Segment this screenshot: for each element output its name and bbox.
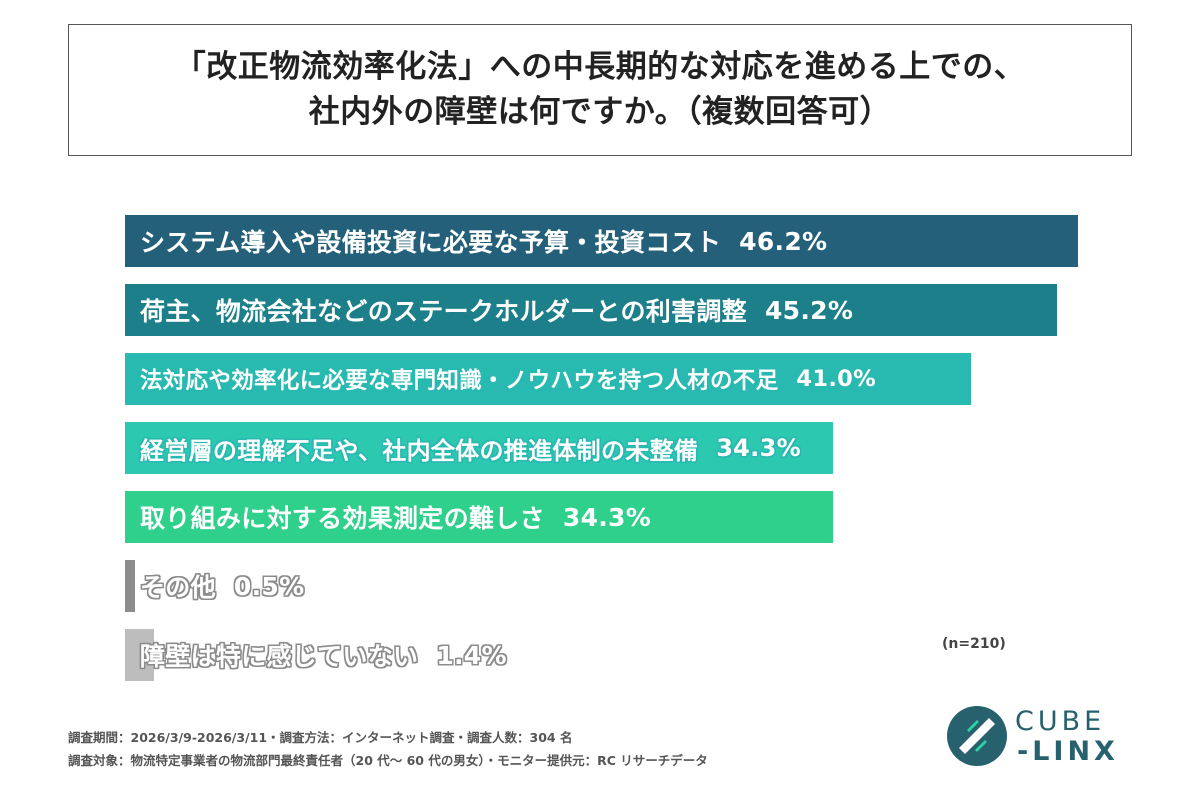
bar-label-2: 荷主、物流会社などのステークホルダーとの利害調整 45.2% (140, 284, 853, 336)
bar-6 (125, 560, 136, 612)
survey-target-footnote: 調査対象：物流特定事業者の物流部門最終責任者（20 代～ 60 代の男女）・モニ… (68, 753, 708, 768)
bar-5 (125, 491, 833, 543)
category-label: その他 (140, 573, 216, 602)
bar-4 (125, 422, 833, 474)
logo-text-cube: CUBE (1015, 706, 1106, 737)
category-label: システム導入や設備投資に必要な予算・投資コスト (140, 228, 722, 257)
bar-3 (125, 353, 971, 405)
category-label: 障壁は特に感じていない (140, 642, 419, 671)
sample-size-note: (n=210) (942, 636, 1006, 652)
cube-linx-logo: CUBE -LINX (945, 700, 1145, 772)
bar-label-7: 障壁は特に感じていない 1.4% (140, 629, 507, 681)
value-label: 46.2% (739, 226, 828, 256)
category-label: 荷主、物流会社などのステークホルダーとの利害調整 (140, 297, 747, 326)
value-label: 34.3% (716, 434, 801, 462)
bar-label-1: システム導入や設備投資に必要な予算・投資コスト 46.2% (140, 215, 827, 267)
bar-7 (125, 629, 154, 681)
bar-2 (125, 284, 1058, 336)
bar-label-4: 経営層の理解不足や、社内全体の推進体制の未整備 34.3% (140, 422, 801, 474)
category-label: 法対応や効率化に必要な専門知識・ノウハウを持つ人材の不足 (140, 368, 779, 394)
bar-label-3: 法対応や効率化に必要な専門知識・ノウハウを持つ人材の不足 41.0% (140, 353, 876, 405)
survey-period-footnote: 調査期間：2026/3/9-2026/3/11・調査方法：インターネット調査・調… (68, 730, 573, 745)
chart-title-line-1: 「改正物流効率化法」への中長期的な対応を進める上での、 (174, 49, 1026, 86)
value-label: 0.5% (233, 571, 305, 601)
category-label: 経営層の理解不足や、社内全体の推進体制の未整備 (140, 436, 699, 465)
value-label: 1.4% (436, 640, 507, 670)
bar-label-5: 取り組みに対する効果測定の難しさ 34.3% (140, 491, 651, 543)
bar-1 (125, 215, 1078, 267)
title-box: 「改正物流効率化法」への中長期的な対応を進める上での、 社内外の障壁は何ですか。… (68, 24, 1132, 156)
value-label: 45.2% (764, 295, 854, 325)
value-label: 34.3% (562, 502, 652, 532)
logo-mark-icon (947, 706, 1007, 766)
logo-text-linx: -LINX (1017, 736, 1119, 767)
bar-label-6: その他 0.5% (140, 560, 304, 612)
chart-title-line-2: 社内外の障壁は何ですか。（複数回答可） (308, 94, 892, 130)
category-label: 取り組みに対する効果測定の難しさ (140, 504, 545, 533)
value-label: 41.0% (796, 366, 876, 392)
